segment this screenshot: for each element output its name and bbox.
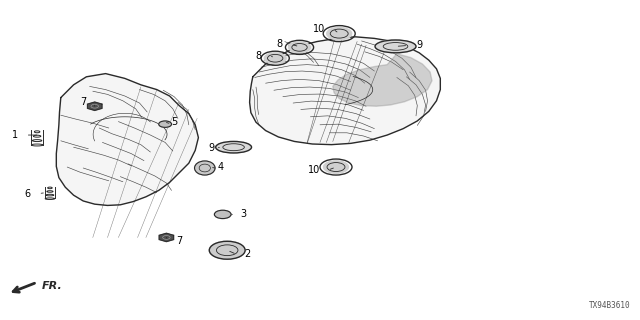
Circle shape xyxy=(327,28,352,40)
Text: 1: 1 xyxy=(12,130,18,140)
Polygon shape xyxy=(333,54,432,106)
Text: 6: 6 xyxy=(24,188,31,199)
Text: 8: 8 xyxy=(276,39,283,49)
Text: TX94B3610: TX94B3610 xyxy=(589,301,630,310)
Ellipse shape xyxy=(195,161,215,175)
Text: 10: 10 xyxy=(313,24,325,34)
Text: 4: 4 xyxy=(218,162,224,172)
Text: 10: 10 xyxy=(308,165,320,175)
Ellipse shape xyxy=(375,40,416,53)
Circle shape xyxy=(159,121,172,127)
Circle shape xyxy=(264,53,286,64)
Text: 2: 2 xyxy=(244,249,251,260)
Circle shape xyxy=(214,210,231,219)
Polygon shape xyxy=(56,74,198,205)
Circle shape xyxy=(289,42,310,53)
Text: FR.: FR. xyxy=(42,281,62,292)
Polygon shape xyxy=(88,102,102,110)
Circle shape xyxy=(209,241,245,259)
Text: 3: 3 xyxy=(240,209,246,220)
Text: 7: 7 xyxy=(176,236,182,246)
Polygon shape xyxy=(250,37,440,145)
Text: 9: 9 xyxy=(208,143,214,153)
Text: 9: 9 xyxy=(416,40,422,51)
Ellipse shape xyxy=(216,141,252,153)
Polygon shape xyxy=(159,233,173,242)
Text: 8: 8 xyxy=(255,51,261,61)
Text: 7: 7 xyxy=(80,97,86,108)
Text: 5: 5 xyxy=(172,116,178,127)
Circle shape xyxy=(323,161,349,173)
